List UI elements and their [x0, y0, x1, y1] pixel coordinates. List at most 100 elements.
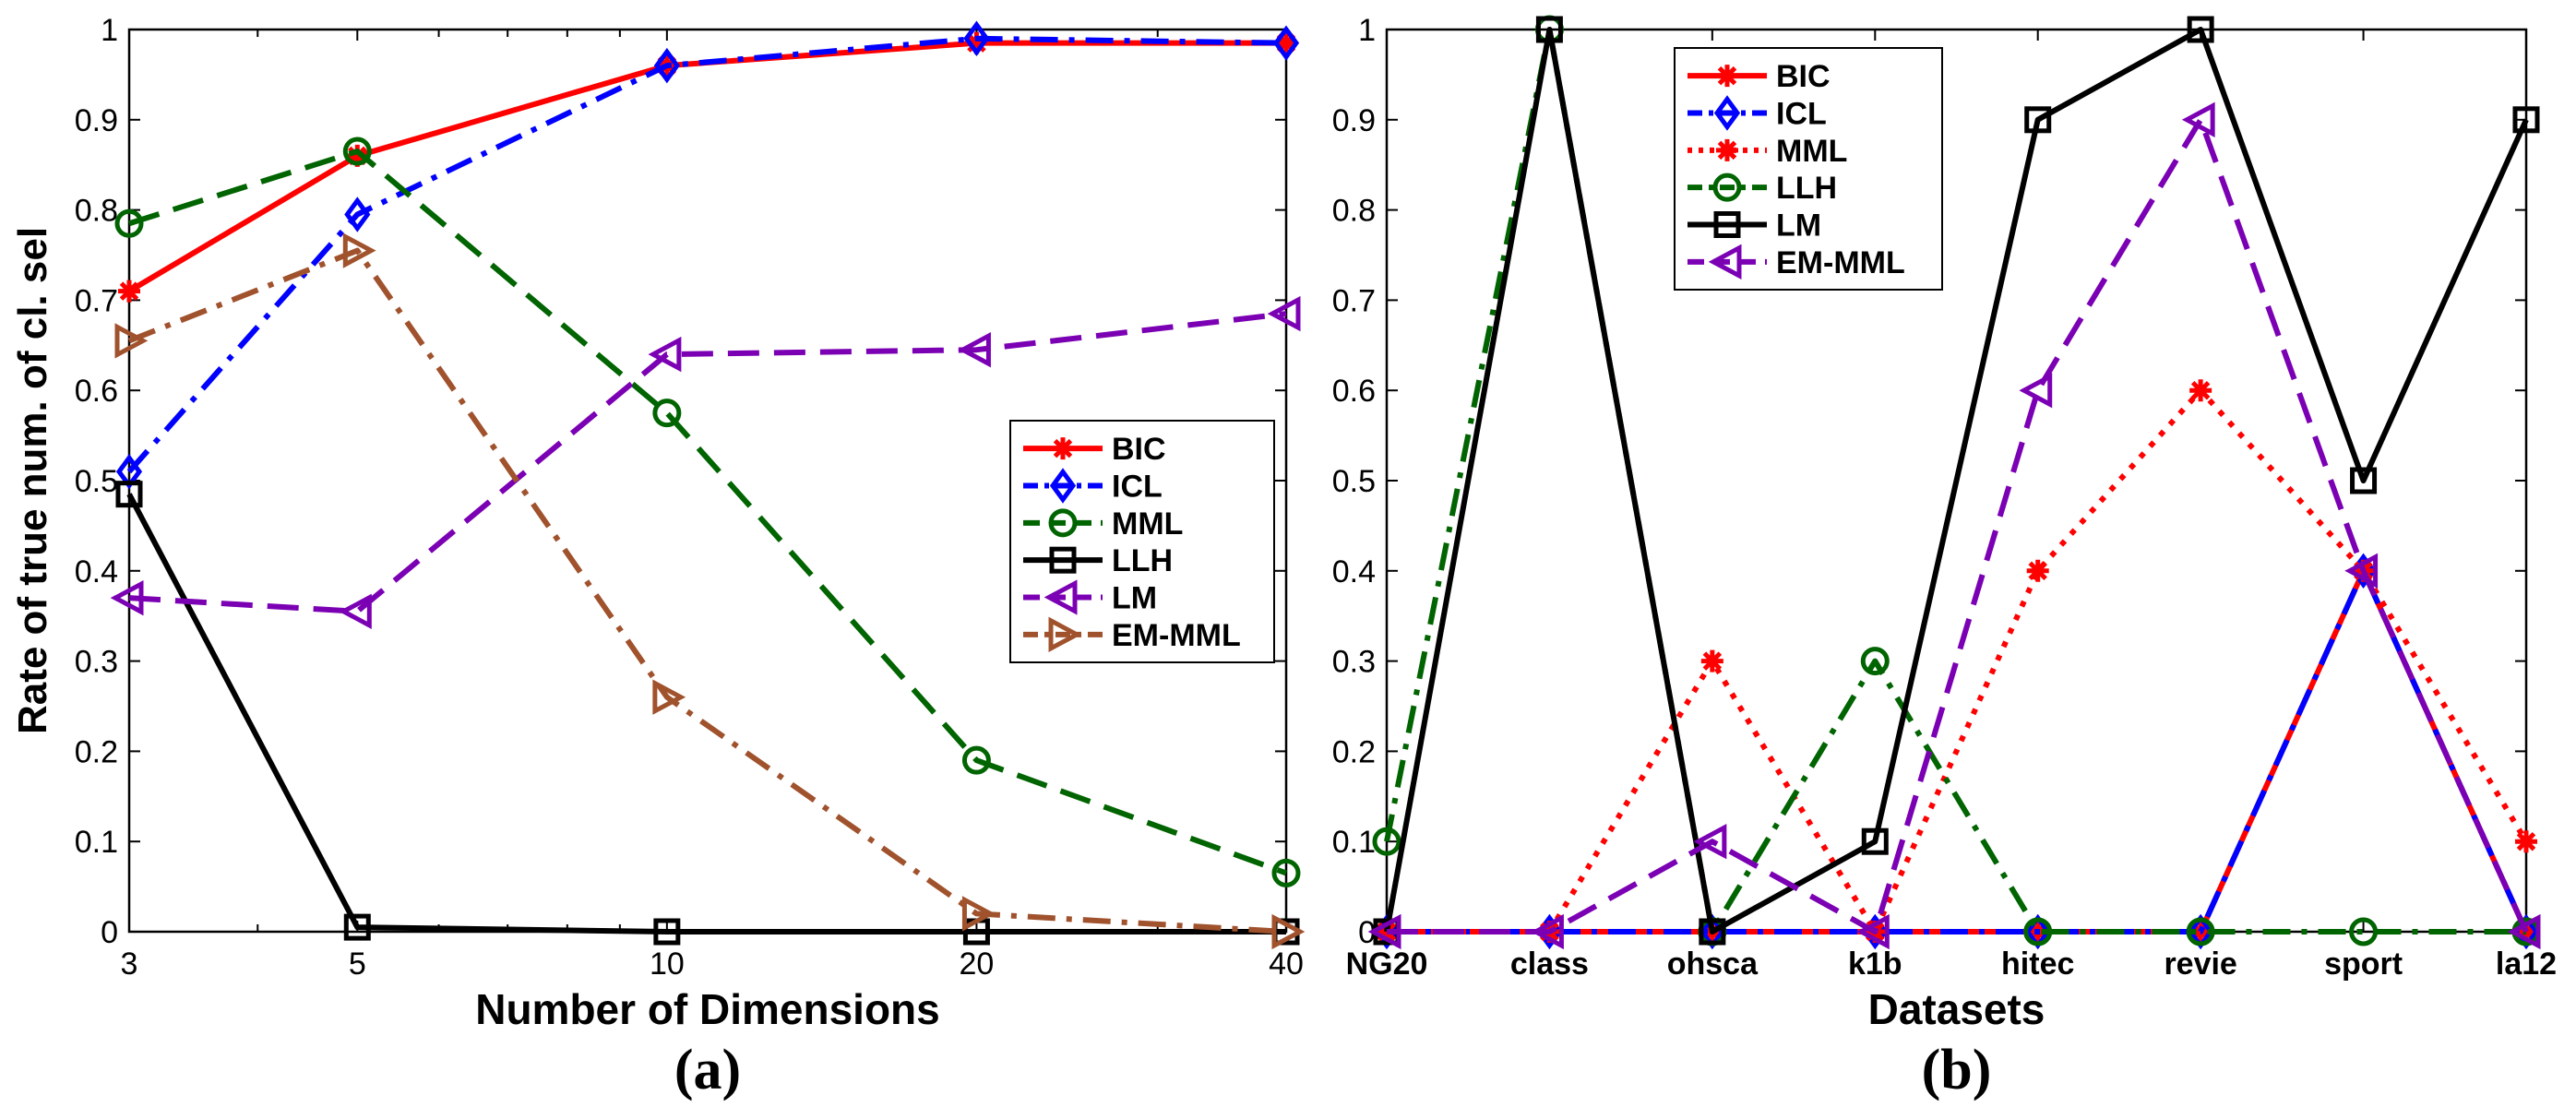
series-mml — [1376, 379, 2537, 943]
chart-panel-a: 0 0.1 0.2 0.3 0.4 0.5 0.6 0.7 0.8 0.9 1 3 5 10 20 40 Num… — [10, 13, 1306, 1101]
legend-marker — [1712, 173, 1742, 202]
legend-label: EM-MML — [1112, 618, 1241, 653]
data-point — [110, 579, 144, 616]
data-point — [963, 20, 990, 57]
data-point — [1693, 824, 1727, 860]
series-line — [128, 149, 1288, 876]
data-point — [343, 913, 371, 941]
legend-marker — [1048, 508, 1078, 538]
x-tick-label: 40 — [1269, 946, 1304, 982]
data-point — [344, 196, 371, 232]
legend-label: ICL — [1112, 470, 1163, 505]
data-point — [653, 47, 680, 84]
y-tick-label: 0.7 — [75, 283, 118, 318]
data-point — [2024, 106, 2052, 134]
data-point — [2186, 917, 2215, 946]
data-point — [1267, 295, 1301, 332]
legend-marker — [1049, 468, 1077, 504]
y-tick-label: 0.1 — [75, 825, 118, 860]
data-point — [1271, 913, 1306, 950]
data-point — [118, 280, 140, 303]
y-tick-label: 0.7 — [1332, 283, 1376, 318]
y-axis-label: Rate of true num. of cl. sel — [10, 227, 55, 734]
series-mml — [114, 137, 1301, 887]
series-line — [1387, 116, 2529, 934]
legend-label: ICL — [1776, 97, 1827, 132]
y-tick-label: 0.1 — [1332, 825, 1376, 860]
x-tick-label: NG20 — [1346, 946, 1428, 982]
x-axis: NG20 class ohsca k1b hitec revie sport la12 — [1346, 30, 2557, 982]
legend-marker — [1708, 244, 1742, 280]
legend-box — [1674, 47, 1943, 291]
y-tick-label: 0.6 — [1332, 374, 1376, 409]
data-point — [114, 208, 144, 238]
x-tick-label: la12 — [2496, 946, 2557, 982]
y-tick-label: 0.9 — [1332, 103, 1376, 138]
series-lm — [110, 295, 1301, 629]
y-tick-label: 0.8 — [75, 194, 118, 229]
series-line — [1384, 27, 2529, 934]
data-point — [115, 453, 143, 490]
data-point — [2189, 379, 2212, 402]
series-line — [127, 247, 1287, 934]
data-point — [342, 232, 376, 268]
data-point — [2515, 830, 2537, 853]
y-axis: 0 0.1 0.2 0.3 0.4 0.5 0.6 0.7 0.8 0.9 1 — [75, 13, 1286, 950]
series-line — [1387, 387, 2529, 934]
y-tick-label: 1 — [1358, 13, 1376, 48]
data-point — [1860, 647, 1890, 676]
y-tick-label: 0.5 — [1332, 464, 1376, 499]
y-tick-label: 0.4 — [1332, 554, 1376, 589]
legend-label: LM — [1776, 208, 1821, 244]
series-line — [127, 40, 1286, 294]
series-bic — [118, 31, 1297, 303]
data-point — [1272, 25, 1300, 61]
chart-panel-b: 0 0.1 0.2 0.3 0.4 0.5 0.6 0.7 0.8 0.9 1 NG20 class oh… — [1332, 13, 2557, 1101]
data-point — [1699, 918, 1726, 946]
y-tick-label: 0.9 — [75, 103, 118, 138]
legend-label: MML — [1776, 134, 1847, 169]
data-point — [648, 336, 682, 373]
legend-marker — [1713, 211, 1741, 238]
data-point — [1861, 827, 1889, 855]
data-point — [653, 918, 681, 946]
panel-label: (b) — [1922, 1039, 1992, 1101]
data-point — [339, 593, 372, 629]
y-tick-label: 0.8 — [1332, 194, 1376, 229]
data-point — [961, 745, 991, 775]
data-point — [1372, 827, 1401, 856]
y-tick-label: 0.3 — [75, 645, 118, 680]
x-axis-label: Datasets — [1868, 985, 2045, 1033]
data-point — [1535, 16, 1563, 43]
series-lm — [1373, 16, 2540, 946]
series-line — [1387, 567, 2529, 934]
legend-label: BIC — [1776, 59, 1831, 94]
legend-marker — [1048, 616, 1082, 653]
data-point — [958, 332, 991, 368]
data-point — [652, 399, 682, 428]
series-llh — [115, 481, 1300, 946]
x-tick-label: revie — [2164, 946, 2236, 982]
data-point — [1855, 913, 1890, 950]
data-point — [346, 144, 369, 167]
data-point — [2181, 101, 2215, 137]
data-point — [1531, 913, 1564, 950]
data-point — [2344, 553, 2379, 589]
legend-label: LLH — [1112, 543, 1173, 578]
legend-marker — [1716, 65, 1738, 88]
data-point — [2019, 373, 2053, 409]
data-point — [1367, 913, 1401, 950]
y-tick-label: 0 — [1358, 915, 1376, 950]
x-tick-label: sport — [2324, 946, 2403, 982]
y-tick-label: 0 — [101, 915, 118, 950]
data-point — [1271, 858, 1301, 887]
series-line — [126, 493, 1286, 934]
x-tick-label: 3 — [121, 946, 138, 982]
data-point — [2349, 917, 2379, 946]
legend-marker — [1716, 138, 1738, 161]
legend-label: MML — [1112, 506, 1183, 542]
x-tick-label: k1b — [1848, 946, 1902, 982]
